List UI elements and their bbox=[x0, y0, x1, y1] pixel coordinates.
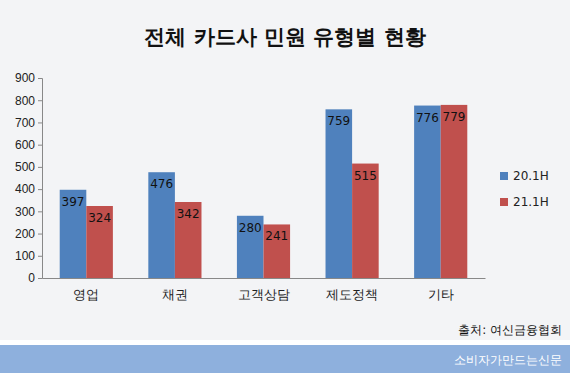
bar bbox=[441, 105, 468, 278]
y-tick-mark bbox=[38, 278, 42, 279]
x-axis: 영업 채권 고객상담 제도정책 기타 bbox=[43, 279, 486, 303]
footer-banner bbox=[0, 345, 570, 373]
data-label: 515 bbox=[354, 169, 377, 183]
y-tick: 0 bbox=[28, 271, 42, 285]
title: 전체 카드사 민원 유형별 현황 bbox=[144, 25, 425, 49]
y-tick: 900 bbox=[15, 71, 42, 85]
y-tick-mark bbox=[38, 234, 42, 235]
bar bbox=[175, 202, 202, 278]
y-tick-label: 600 bbox=[15, 138, 35, 152]
y-tick-label: 500 bbox=[15, 160, 35, 174]
y-tick: 300 bbox=[15, 205, 42, 219]
x-tick-label: 영업 bbox=[73, 287, 99, 302]
bar bbox=[148, 172, 175, 278]
chart: 전체 카드사 민원 유형별 현황 0 100 200 300 400 500 600 700 80… bbox=[0, 0, 570, 373]
bar bbox=[352, 164, 379, 278]
bar bbox=[326, 109, 353, 278]
bar bbox=[264, 224, 291, 278]
y-tick-label: 800 bbox=[15, 94, 35, 108]
y-tick: 100 bbox=[15, 249, 42, 263]
data-label: 241 bbox=[265, 229, 288, 243]
x-tick-label: 채권 bbox=[162, 287, 188, 302]
y-tick-mark bbox=[38, 145, 42, 146]
y-tick-mark bbox=[38, 167, 42, 168]
data-label: 779 bbox=[443, 110, 466, 124]
bar bbox=[414, 106, 441, 278]
x-tick: 영업 bbox=[73, 287, 99, 302]
y-tick: 700 bbox=[15, 116, 42, 130]
y-tick-mark bbox=[38, 78, 42, 79]
x-tick-label: 고객상담 bbox=[238, 287, 290, 302]
data-label: 342 bbox=[177, 207, 200, 221]
y-tick: 800 bbox=[15, 94, 42, 108]
y-tick: 600 bbox=[15, 138, 42, 152]
legend-label: 20.1H bbox=[513, 169, 549, 183]
y-axis: 0 100 200 300 400 500 600 700 800 900 bbox=[15, 71, 43, 285]
legend: 20.1H 21.1H bbox=[500, 169, 549, 209]
y-tick-label: 200 bbox=[15, 227, 35, 241]
y-axis-line bbox=[38, 79, 43, 279]
y-tick-label: 400 bbox=[15, 182, 35, 196]
y-tick-mark bbox=[38, 100, 42, 101]
x-tick: 고객상담 bbox=[238, 287, 290, 302]
bar bbox=[86, 206, 113, 278]
legend-swatch bbox=[500, 198, 508, 206]
y-tick-label: 900 bbox=[15, 71, 35, 85]
footer-text: 소비자가만드는신문 bbox=[454, 353, 562, 367]
bar bbox=[237, 216, 264, 278]
data-label: 776 bbox=[416, 111, 439, 125]
x-tick-label: 기타 bbox=[428, 287, 454, 302]
data-label: 759 bbox=[327, 114, 350, 128]
data-label: 476 bbox=[150, 177, 173, 191]
bars bbox=[60, 105, 468, 278]
data-label: 324 bbox=[88, 211, 111, 225]
legend-label: 21.1H bbox=[513, 195, 549, 209]
bar bbox=[60, 190, 87, 278]
background bbox=[0, 0, 570, 340]
y-tick: 200 bbox=[15, 227, 42, 241]
data-label: 280 bbox=[239, 221, 262, 235]
legend-item: 21.1H bbox=[500, 195, 549, 209]
y-tick-mark bbox=[38, 189, 42, 190]
data-labels: 397 476 280 759 776 324 342 241 515 779 bbox=[62, 110, 466, 244]
x-tick: 채권 bbox=[162, 287, 188, 302]
y-tick: 400 bbox=[15, 182, 42, 196]
x-tick: 기타 bbox=[428, 287, 454, 302]
x-tick: 제도정책 bbox=[326, 287, 378, 302]
y-tick: 500 bbox=[15, 160, 42, 174]
legend-item: 20.1H bbox=[500, 169, 549, 183]
y-tick-mark bbox=[38, 256, 42, 257]
y-tick-label: 300 bbox=[15, 205, 35, 219]
source-note: 출처: 여신금융협회 bbox=[458, 323, 562, 337]
y-tick-label: 700 bbox=[15, 116, 35, 130]
y-tick-label: 0 bbox=[28, 271, 35, 285]
x-axis-line bbox=[43, 278, 486, 279]
x-tick-label: 제도정책 bbox=[326, 287, 378, 302]
data-label: 397 bbox=[62, 195, 85, 209]
y-tick-mark bbox=[38, 122, 42, 123]
y-tick-label: 100 bbox=[15, 249, 35, 263]
y-tick-mark bbox=[38, 211, 42, 212]
legend-swatch bbox=[500, 172, 508, 180]
